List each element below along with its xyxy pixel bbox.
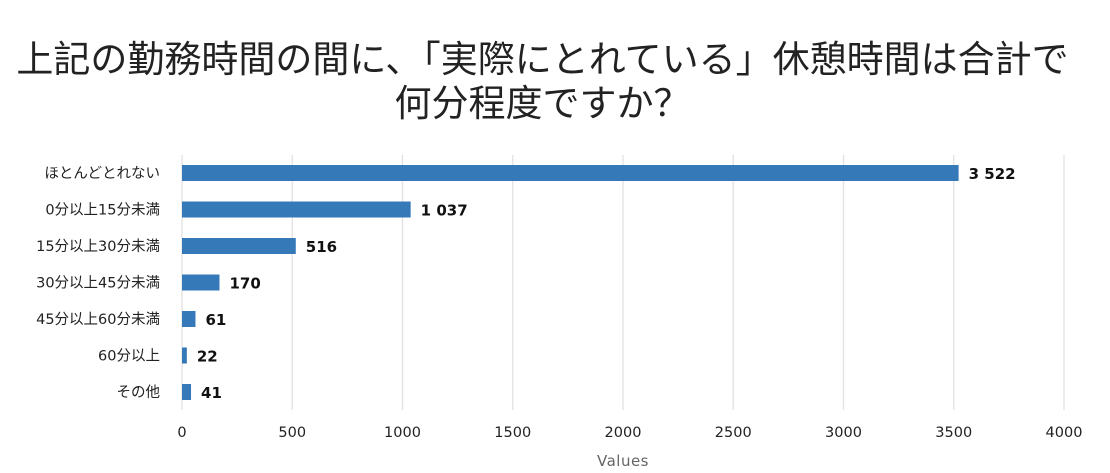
x-tick-label: 2000 xyxy=(605,425,642,441)
category-label: ほとんどとれない xyxy=(44,165,160,182)
data-label: 170 xyxy=(229,275,260,293)
x-tick-label: 2500 xyxy=(715,425,752,441)
category-label: 15分以上30分未満 xyxy=(36,238,160,255)
bar xyxy=(182,384,192,400)
x-tick-label: 3000 xyxy=(825,425,862,441)
grid-lines xyxy=(181,155,1065,410)
x-tick-label: 4000 xyxy=(1046,425,1083,441)
data-label: 61 xyxy=(205,311,226,329)
category-labels: ほとんどとれない 0分以上15分未満 15分以上30分未満 30分以上45分未満 45分… xyxy=(36,165,160,401)
category-label: 45分以上60分未満 xyxy=(36,311,160,328)
data-label: 3 522 xyxy=(969,165,1016,183)
category-label: 30分以上45分未満 xyxy=(36,275,160,292)
bars xyxy=(182,165,959,400)
bar xyxy=(182,165,959,181)
category-label: 0分以上15分未満 xyxy=(45,202,160,219)
x-axis-ticks: 0 500 1000 1500 2000 2500 3000 3500 4000 xyxy=(177,425,1082,441)
data-label: 41 xyxy=(201,384,222,402)
bar xyxy=(182,347,187,364)
chart-title-line2: 何分程度ですか？ xyxy=(394,82,691,125)
chart-title-line1: 上記の勤務時間の間に、「実際にとれている」休憩時間は合計で xyxy=(16,38,1069,81)
category-label: 60分以上 xyxy=(98,348,160,365)
x-axis-title: Values xyxy=(597,452,649,470)
x-tick-label: 1000 xyxy=(384,425,421,441)
data-label: 516 xyxy=(306,238,337,256)
chart-title: 上記の勤務時間の間に、「実際にとれている」休憩時間は合計で 何分程度ですか？ xyxy=(0,38,1085,126)
bar xyxy=(182,238,296,254)
x-tick-label: 3500 xyxy=(935,425,972,441)
category-label: その他 xyxy=(117,384,161,401)
bar xyxy=(182,311,196,327)
x-tick-label: 1500 xyxy=(494,425,531,441)
bar xyxy=(182,274,220,291)
bar xyxy=(182,201,411,218)
data-label: 22 xyxy=(197,348,218,366)
x-tick-label: 0 xyxy=(177,425,186,441)
data-label: 1 037 xyxy=(421,202,468,220)
x-tick-label: 500 xyxy=(278,425,306,441)
